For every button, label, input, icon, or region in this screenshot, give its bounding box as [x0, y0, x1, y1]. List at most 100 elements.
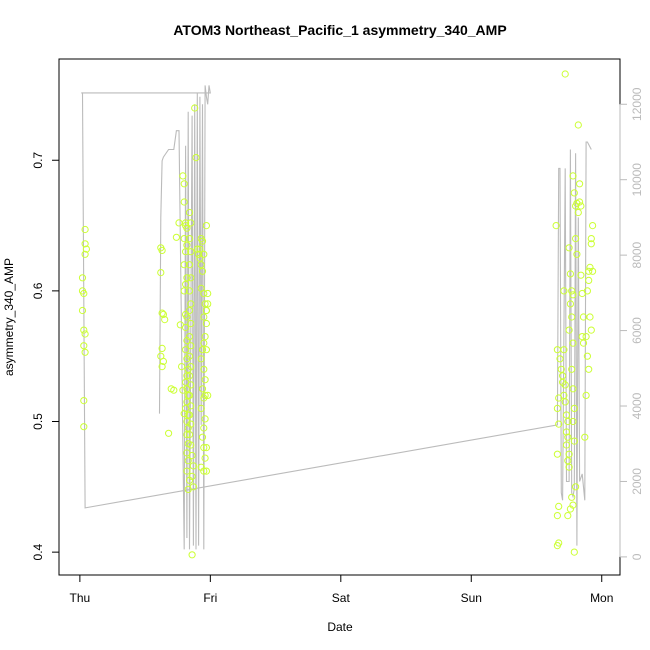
x-axis-label: Date [327, 620, 353, 634]
data-point-16 [157, 269, 165, 277]
data-point-213 [586, 313, 594, 321]
data-point-105 [198, 267, 207, 275]
data-point-55 [183, 385, 191, 393]
x-tick-label-sun: Sun [461, 591, 482, 605]
data-points [78, 70, 597, 559]
data-point-174 [569, 291, 577, 299]
y-axis-right: 0 2000 4000 6000 8000 10000 12000 [619, 87, 644, 560]
data-point-53 [183, 372, 191, 380]
data-point-204 [582, 333, 590, 341]
data-point-153 [560, 346, 568, 354]
y-tick-label: 0.5 [31, 413, 45, 430]
data-point-134 [202, 444, 210, 452]
data-point-93 [188, 472, 196, 480]
data-point-33 [179, 172, 187, 180]
data-point-6 [80, 342, 88, 350]
data-point-127 [200, 467, 208, 475]
data-point-212 [587, 240, 595, 248]
data-point-205 [585, 365, 593, 373]
y-tick-label: 0.6 [31, 282, 45, 299]
data-point-115 [197, 355, 205, 363]
data-point-97 [192, 154, 200, 162]
data-point-88 [187, 420, 195, 428]
y2-tick-label: 10000 [630, 163, 644, 197]
y2-tick-label: 8000 [630, 241, 644, 268]
data-point-72 [187, 248, 195, 256]
data-point-75 [185, 287, 194, 295]
data-point-128 [202, 306, 210, 315]
data-point-90 [187, 441, 195, 449]
data-point-39 [183, 224, 191, 232]
data-point-195 [574, 208, 582, 217]
data-point-166 [564, 512, 572, 520]
data-point-215 [589, 267, 597, 275]
data-point-20 [158, 344, 166, 352]
data-point-89 [185, 431, 194, 439]
data-point-164 [564, 457, 572, 465]
data-point-95 [188, 551, 196, 559]
data-point-125 [201, 454, 209, 462]
data-point-148 [556, 355, 564, 363]
data-point-114 [198, 346, 207, 354]
data-point-151 [560, 287, 568, 295]
data-point-121 [201, 415, 209, 423]
data-point-110 [200, 313, 208, 321]
chart-title: ATOM3 Northeast_Pacific_1 asymmetry_340_… [173, 22, 506, 38]
data-point-209 [585, 276, 593, 284]
data-point-71 [185, 235, 194, 243]
data-point-22 [159, 357, 167, 365]
data-point-203 [583, 352, 592, 360]
data-point-120 [197, 404, 205, 412]
data-point-156 [560, 391, 568, 399]
data-point-206 [583, 287, 592, 295]
data-point-186 [570, 189, 578, 197]
data-point-132 [201, 391, 209, 399]
data-point-173 [568, 287, 576, 295]
data-point-145 [553, 512, 562, 520]
data-point-165 [565, 463, 573, 471]
data-point-170 [570, 548, 578, 556]
data-point-15 [158, 246, 166, 254]
data-point-207 [585, 267, 593, 275]
data-point-142 [555, 420, 563, 428]
data-point-113 [200, 339, 208, 347]
data-point-38 [182, 219, 190, 227]
data-point-94 [189, 483, 197, 491]
data-point-122 [200, 424, 208, 432]
data-point-77 [185, 306, 194, 315]
y-tick-label: 0.4 [31, 543, 45, 560]
data-point-86 [187, 402, 195, 410]
data-point-92 [189, 462, 197, 470]
x-tick-label-thu: Thu [70, 591, 91, 605]
data-point-124 [200, 444, 208, 452]
data-point-8 [80, 397, 88, 405]
data-point-184 [572, 483, 580, 491]
data-point-0 [78, 274, 87, 282]
data-point-7 [81, 348, 89, 356]
data-point-169 [569, 501, 577, 509]
data-point-202 [582, 391, 590, 399]
data-point-137 [202, 222, 210, 230]
data-point-141 [553, 404, 562, 412]
data-point-79 [185, 333, 194, 341]
data-point-50 [182, 346, 190, 354]
data-point-158 [562, 411, 571, 419]
data-point-214 [587, 326, 595, 334]
y-axis-label: asymmetry_340_AMP [2, 258, 16, 376]
data-point-163 [565, 450, 573, 458]
data-point-31 [179, 386, 187, 394]
data-point-57 [183, 398, 191, 406]
data-point-192 [576, 180, 584, 188]
data-point-26 [170, 386, 178, 394]
data-point-65 [184, 457, 192, 465]
data-point-185 [569, 172, 577, 180]
data-point-135 [202, 467, 210, 475]
y2-tick-label: 6000 [630, 317, 644, 344]
x-tick-label-mon: Mon [590, 591, 613, 605]
x-tick-label-sat: Sat [332, 591, 351, 605]
data-point-200 [579, 339, 588, 347]
data-point-182 [569, 417, 577, 426]
data-point-45 [180, 287, 188, 295]
data-point-117 [201, 376, 209, 384]
data-point-91 [188, 451, 196, 460]
